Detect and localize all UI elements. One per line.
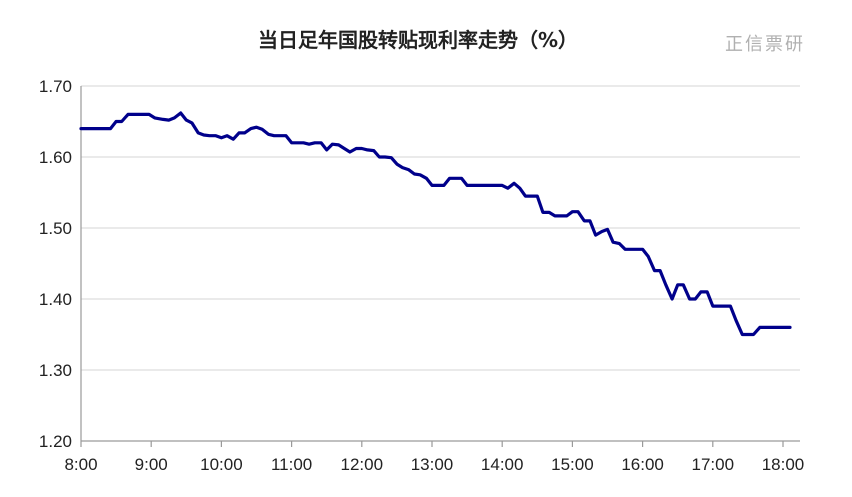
x-tick-label: 13:00 — [411, 455, 454, 474]
x-tick-label: 10:00 — [200, 455, 243, 474]
x-tick-label: 16:00 — [621, 455, 664, 474]
series-layer — [79, 111, 792, 337]
y-tick-label: 1.30 — [39, 361, 72, 380]
y-tick-label: 1.40 — [39, 290, 72, 309]
x-tick-label: 14:00 — [481, 455, 524, 474]
y-tick-label: 1.20 — [39, 432, 72, 451]
x-tick-label: 12:00 — [341, 455, 384, 474]
x-tick-label: 9:00 — [135, 455, 168, 474]
x-tick-label: 11:00 — [271, 455, 312, 474]
y-tick-label: 1.60 — [39, 148, 72, 167]
x-tick-label: 18:00 — [762, 455, 805, 474]
x-tick-label: 17:00 — [692, 455, 735, 474]
x-tick-label: 15:00 — [551, 455, 594, 474]
y-tick-label: 1.50 — [39, 219, 72, 238]
x-tick-label: 8:00 — [64, 455, 97, 474]
series-line — [79, 111, 792, 337]
chart-title: 当日足年国股转贴现利率走势（%） — [258, 28, 578, 52]
gridlines — [81, 85, 800, 371]
y-tick-label: 1.70 — [39, 77, 72, 96]
watermark-text: 正信票研 — [725, 34, 805, 55]
y-axis: 1.20 1.30 1.40 1.50 1.60 1.70 — [39, 77, 82, 451]
x-axis: 8:00 9:00 10:00 11:00 12:00 13:00 14:00 15:00 16… — [64, 440, 805, 474]
